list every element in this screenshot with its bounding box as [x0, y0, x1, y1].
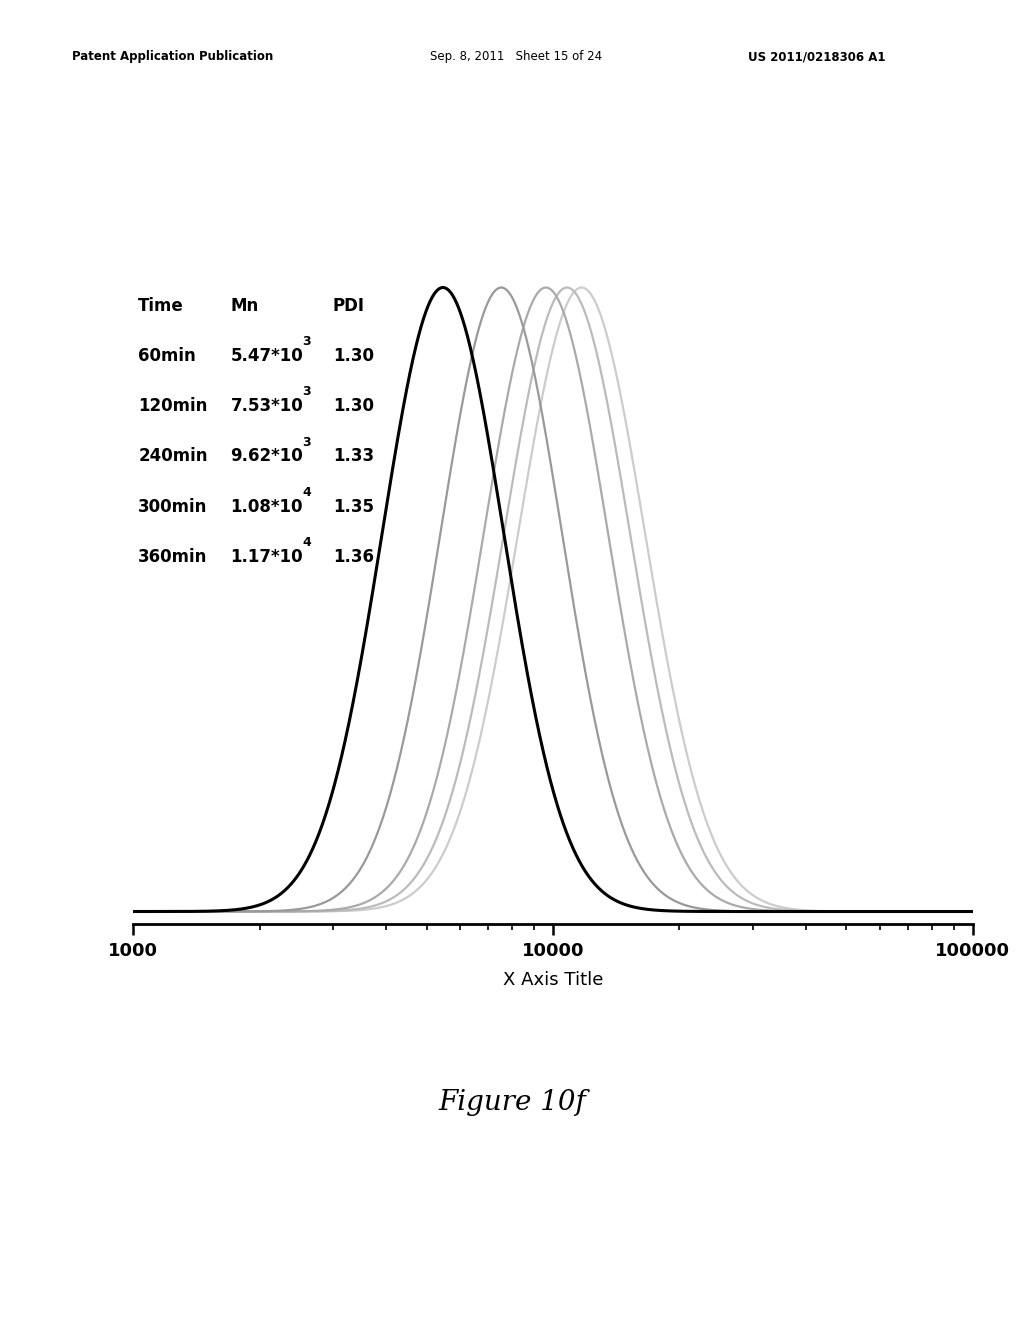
- Text: 120min: 120min: [138, 397, 208, 416]
- Text: Mn: Mn: [230, 297, 259, 315]
- Text: 1.08*10: 1.08*10: [230, 498, 303, 516]
- Text: 4: 4: [302, 486, 311, 499]
- X-axis label: X Axis Title: X Axis Title: [503, 972, 603, 989]
- Text: 1.30: 1.30: [333, 397, 374, 416]
- Text: 60min: 60min: [138, 347, 196, 366]
- Text: 360min: 360min: [138, 548, 208, 566]
- Text: 240min: 240min: [138, 447, 208, 466]
- Text: Time: Time: [138, 297, 184, 315]
- Text: 9.62*10: 9.62*10: [230, 447, 303, 466]
- Text: 3: 3: [302, 335, 310, 348]
- Text: 1.33: 1.33: [333, 447, 374, 466]
- Text: 5.47*10: 5.47*10: [230, 347, 303, 366]
- Text: 1.30: 1.30: [333, 347, 374, 366]
- Text: 300min: 300min: [138, 498, 208, 516]
- Text: 4: 4: [302, 536, 311, 549]
- Text: Patent Application Publication: Patent Application Publication: [72, 50, 273, 63]
- Text: US 2011/0218306 A1: US 2011/0218306 A1: [748, 50, 885, 63]
- Text: Figure 10f: Figure 10f: [438, 1089, 586, 1115]
- Text: 1.36: 1.36: [333, 548, 374, 566]
- Text: Sep. 8, 2011   Sheet 15 of 24: Sep. 8, 2011 Sheet 15 of 24: [430, 50, 602, 63]
- Text: 3: 3: [302, 385, 310, 399]
- Text: PDI: PDI: [333, 297, 365, 315]
- Text: 1.17*10: 1.17*10: [230, 548, 303, 566]
- Text: 1.35: 1.35: [333, 498, 374, 516]
- Text: 7.53*10: 7.53*10: [230, 397, 303, 416]
- Text: 3: 3: [302, 436, 310, 449]
